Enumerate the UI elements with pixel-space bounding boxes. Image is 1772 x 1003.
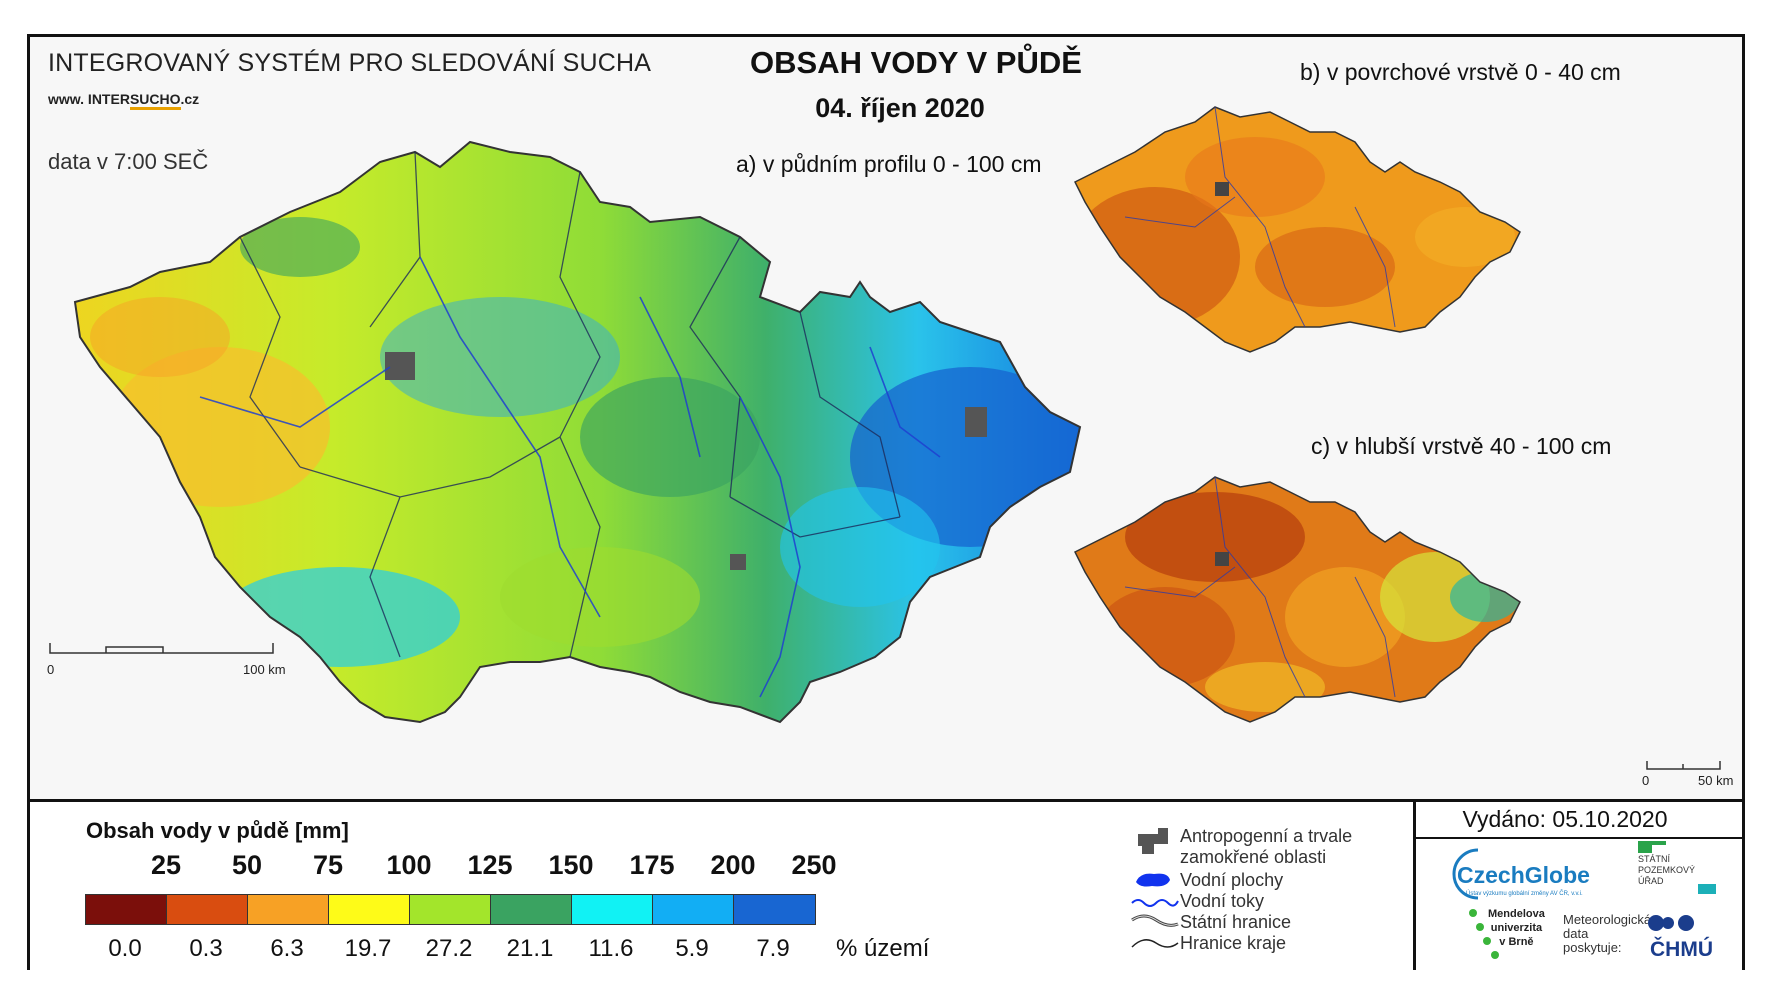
legend-swatch <box>329 895 410 924</box>
legend-swatch <box>734 895 815 924</box>
map-b <box>1073 106 1521 353</box>
state-border-label: Státní hranice <box>1180 912 1292 932</box>
legend-swatch <box>653 895 734 924</box>
mendel-line: univerzita <box>1490 922 1543 934</box>
legend-panel: Obsah vody v půdě [mm] 25 50 75 100 125 … <box>30 802 1742 970</box>
main-date: 04. říjen 2020 <box>815 93 985 123</box>
legend-percent: 27.2 <box>425 935 473 962</box>
legend-threshold: 150 <box>548 850 594 880</box>
legend-swatch <box>410 895 491 924</box>
map-a-title: a) v půdním profilu 0 - 100 cm <box>736 151 1042 177</box>
czechglobe-subtitle: Ústav výzkumu globální změny AV ČR, v.v.… <box>1466 891 1583 897</box>
mendel-logo-text: Mendelova univerzita v Brně <box>1488 907 1545 949</box>
legend-title: Obsah vody v půdě [mm] <box>86 818 349 843</box>
small-scale-end: 50 km <box>1698 773 1734 788</box>
website-suffix: .cz <box>180 91 200 107</box>
mendel-line: v Brně <box>1499 936 1534 948</box>
chmu-logo-text: ČHMÚ <box>1650 938 1713 961</box>
region-border-icon <box>1131 939 1179 948</box>
legend-percent: 0.0 <box>108 935 142 962</box>
legend-threshold: 50 <box>231 850 263 880</box>
czechglobe-logo-text: CzechGlobe <box>1457 862 1590 888</box>
water-courses-label: Vodní toky <box>1180 891 1265 911</box>
divider-issued <box>1416 837 1745 839</box>
legend-swatch <box>86 895 167 924</box>
water-body-icon <box>1136 873 1170 887</box>
chmu-logo-icon <box>1648 915 1694 931</box>
symbol-state-border: Státní hranice <box>1130 912 1291 932</box>
map-frame: INTEGROVANÝ SYSTÉM PRO SLEDOVÁNÍ SUCHA w… <box>27 34 1745 970</box>
spu-line: STÁTNÍ <box>1638 854 1671 864</box>
spu-line: POZEMKOVÝ <box>1638 865 1696 875</box>
divider-horizontal <box>30 799 1742 802</box>
meteo-line: data <box>1563 926 1589 941</box>
anthropogenic-label-1: Antropogenní a trvale <box>1180 826 1353 846</box>
legend-percent: 19.7 <box>344 935 392 962</box>
main-scale-end: 100 km <box>243 662 286 677</box>
anthropogenic-area-icon <box>1138 828 1168 854</box>
mendel-line: Mendelova <box>1488 908 1545 920</box>
map-c <box>1073 476 1521 723</box>
legend-swatch <box>491 895 572 924</box>
legend-threshold: 100 <box>386 850 432 880</box>
legend-percent: 6.3 <box>270 935 304 962</box>
legend-color-bar <box>85 894 816 925</box>
meteo-line: poskytuje: <box>1563 940 1622 955</box>
issued-date: Vydáno: 05.10.2020 <box>1462 806 1668 832</box>
legend-percent: 7.9 <box>756 935 790 962</box>
map-panel: INTEGROVANÝ SYSTÉM PRO SLEDOVÁNÍ SUCHA w… <box>30 37 1742 799</box>
legend-percent: 11.6 <box>588 935 634 962</box>
main-title: OBSAH VODY V PŮDĚ <box>750 45 1082 80</box>
legend-threshold: 125 <box>467 850 513 880</box>
legend-unit: % území <box>836 935 930 962</box>
legend-swatch <box>248 895 329 924</box>
website-link[interactable]: www. INTERSUCHO.cz <box>48 91 200 110</box>
legend-threshold: 175 <box>629 850 675 880</box>
map-a <box>73 140 1082 724</box>
meteo-data-credit: Meteorologická data poskytuje: <box>1563 913 1651 955</box>
legend-swatch <box>572 895 653 924</box>
divider-vertical <box>1413 799 1416 970</box>
legend-threshold: 25 <box>150 850 182 880</box>
legend-threshold: 75 <box>312 850 344 880</box>
symbol-water-courses: Vodní toky <box>1130 891 1264 911</box>
water-bodies-label: Vodní plochy <box>1180 870 1284 890</box>
region-border-label: Hranice kraje <box>1180 933 1287 953</box>
map-b-title: b) v povrchové vrstvě 0 - 40 cm <box>1300 59 1621 85</box>
spu-logo-text: STÁTNÍ POZEMKOVÝ ÚŘAD <box>1638 854 1695 887</box>
small-scale-zero: 0 <box>1642 773 1650 788</box>
legend-percent: 0.3 <box>189 935 223 962</box>
czechglobe-logo-icon <box>1452 848 1479 900</box>
symbol-water-bodies: Vodní plochy <box>1130 870 1283 890</box>
anthropogenic-label-2: zamokřené oblasti <box>1180 847 1327 867</box>
website-prefix: www. INTER <box>48 91 130 107</box>
system-title: INTEGROVANÝ SYSTÉM PRO SLEDOVÁNÍ SUCHA <box>48 49 652 77</box>
spu-logo-icon <box>1638 841 1666 853</box>
mendel-logo-icon <box>1469 909 1499 959</box>
main-scale-zero: 0 <box>47 662 55 677</box>
legend-threshold: 200 <box>710 850 756 880</box>
legend-percent: 5.9 <box>675 935 709 962</box>
map-c-title: c) v hlubší vrstvě 40 - 100 cm <box>1311 433 1612 459</box>
small-scale-bar <box>1646 761 1721 770</box>
spu-line: ÚŘAD <box>1638 876 1664 886</box>
main-scale-bar <box>49 643 274 654</box>
legend-threshold: 250 <box>791 850 837 880</box>
legend-percent: 21.1 <box>506 935 554 962</box>
water-course-icon <box>1131 899 1179 907</box>
data-time: data v 7:00 SEČ <box>48 149 209 174</box>
symbol-region-border: Hranice kraje <box>1130 933 1286 953</box>
meteo-line: Meteorologická <box>1563 912 1652 927</box>
legend-swatch <box>167 895 248 924</box>
state-border-icon <box>1131 914 1179 927</box>
website-highlight: SUCHO <box>129 91 181 110</box>
spu-accent-icon <box>1698 884 1716 894</box>
symbol-anthropogenic: Antropogenní a trvale zamokřené oblasti <box>1130 826 1352 868</box>
